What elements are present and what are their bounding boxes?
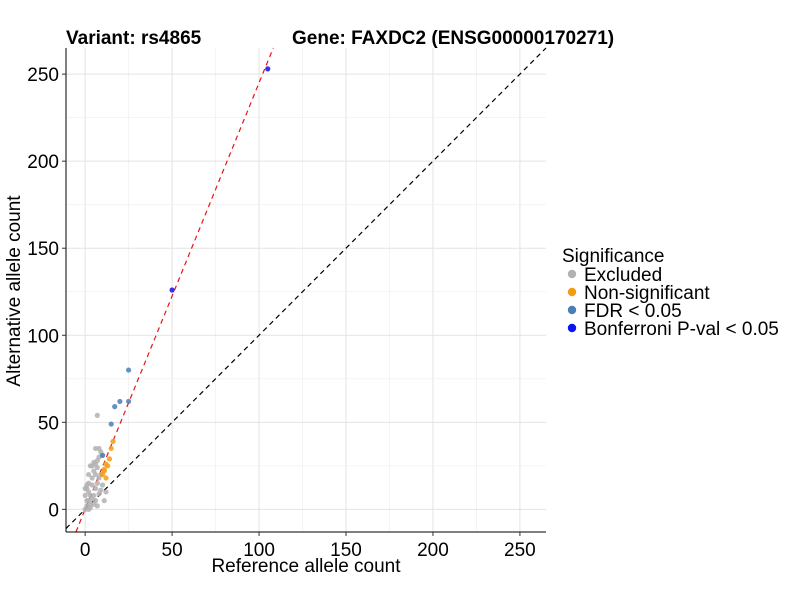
data-point-excluded: [94, 412, 100, 418]
y-tick-label: 250: [27, 65, 59, 86]
y-tick-label: 200: [27, 152, 59, 173]
data-point-excluded: [86, 489, 92, 495]
data-point-excluded: [103, 489, 109, 495]
data-point-fdr-0-05: [108, 421, 114, 427]
y-tick-label: 0: [48, 500, 59, 521]
reference-lines: [65, 47, 547, 533]
data-point-excluded: [89, 496, 95, 502]
data-point-excluded: [91, 459, 97, 465]
grid-layer: [66, 48, 546, 532]
legend-label: Non-significant: [584, 283, 710, 304]
data-point-excluded: [86, 506, 92, 512]
x-tick-label: 150: [330, 540, 362, 561]
data-point-excluded: [94, 480, 100, 486]
data-point-non-significant: [103, 475, 109, 481]
y-tick-label: 100: [27, 326, 59, 347]
data-point-excluded: [84, 498, 90, 504]
data-point-fdr-0-05: [126, 367, 132, 373]
legend-key: [567, 287, 577, 297]
data-points: [82, 66, 271, 512]
legend-label: Excluded: [584, 265, 662, 286]
x-tick-label: 0: [80, 540, 91, 561]
data-point-excluded: [94, 464, 100, 471]
data-point-excluded: [86, 471, 92, 478]
data-point-non-significant: [105, 463, 111, 469]
axes: 0 50 100 150 200 250 0 50 100 150 200 250: [27, 48, 546, 561]
legend-label: Bonferroni P-val < 0.05: [584, 319, 779, 340]
data-point-non-significant: [101, 468, 107, 474]
legend-key: [567, 269, 577, 279]
data-point-fdr-0-05: [126, 398, 132, 405]
data-point-excluded: [99, 482, 106, 488]
x-axis-label: Reference allele count: [211, 556, 401, 577]
data-point-excluded: [82, 492, 88, 499]
legend-key: [567, 323, 577, 333]
data-point-excluded: [89, 482, 95, 488]
y-axis-label: Alternative allele count: [4, 195, 25, 387]
data-point-excluded: [92, 445, 99, 452]
data-point-excluded: [91, 501, 97, 507]
x-tick-label: 250: [504, 540, 536, 561]
data-point-excluded: [101, 498, 107, 504]
legend-key: [567, 305, 577, 315]
data-point-excluded: [98, 487, 104, 493]
y-tick-label: 150: [27, 239, 59, 260]
identity-line: [65, 47, 547, 529]
data-point-non-significant: [108, 445, 114, 452]
data-point-excluded: [92, 471, 99, 478]
data-point-excluded: [89, 475, 95, 481]
legend: Significance ExcludedNon-significantFDR …: [562, 246, 779, 340]
x-tick-label: 100: [243, 540, 275, 561]
data-point-non-significant: [110, 438, 116, 445]
legend-title: Significance: [562, 246, 664, 267]
data-point-bonferroni-p-val-0-05: [265, 66, 271, 72]
chart-title-gene: Gene: FAXDC2 (ENSG00000170271): [292, 28, 614, 49]
data-point-non-significant: [106, 456, 113, 462]
data-point-bonferroni-p-val-0-05: [169, 287, 175, 293]
x-tick-label: 200: [417, 540, 449, 561]
legend-label: FDR < 0.05: [584, 301, 682, 322]
x-tick-label: 50: [162, 540, 183, 561]
data-point-fdr-0-05: [99, 452, 106, 458]
data-point-fdr-0-05: [112, 404, 118, 410]
y-tick-label: 50: [38, 413, 59, 434]
chart-title-variant: Variant: rs4865: [66, 28, 202, 49]
data-point-fdr-0-05: [117, 398, 123, 405]
data-point-excluded: [92, 485, 99, 492]
data-point-excluded: [82, 485, 88, 492]
